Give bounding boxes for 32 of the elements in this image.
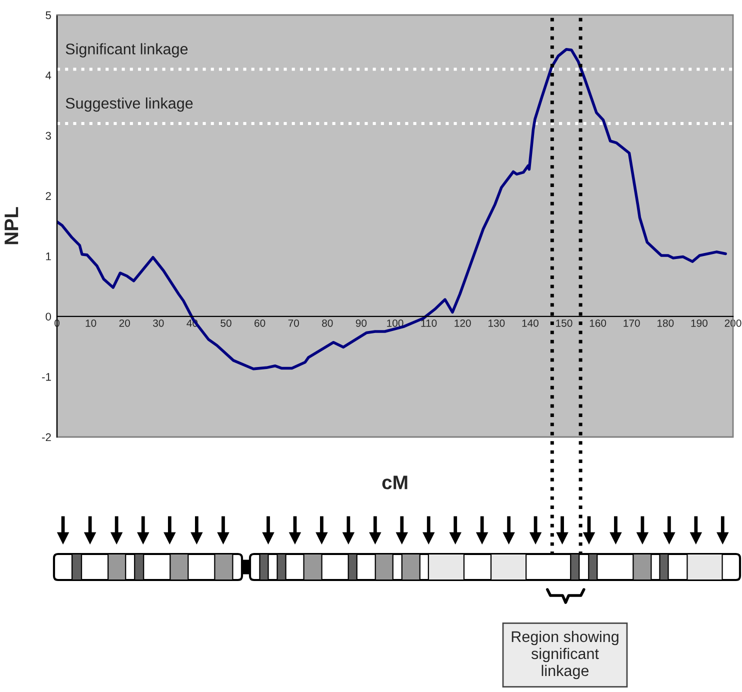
y-tick-label: -1 xyxy=(42,373,51,381)
x-tick-label: 150 xyxy=(556,319,572,327)
x-tick-label: 70 xyxy=(288,319,299,327)
x-tick-label: 60 xyxy=(254,319,266,327)
x-tick-label: 190 xyxy=(691,319,708,327)
y-tick-label: 4 xyxy=(46,72,52,80)
x-tick-label: 90 xyxy=(356,319,367,327)
y-tick-label: 1 xyxy=(46,252,51,260)
y-tick-label: 5 xyxy=(46,11,51,20)
ref-line-label: Suggestive linkage xyxy=(66,97,193,112)
x-tick-label: 170 xyxy=(624,319,640,327)
x-tick-label: 20 xyxy=(119,319,130,327)
x-tick-label: 120 xyxy=(454,319,471,327)
x-tick-label: 50 xyxy=(220,319,232,327)
x-tick-label: 110 xyxy=(421,319,437,327)
x-tick-label: 30 xyxy=(153,319,164,327)
x-tick-label: 130 xyxy=(488,319,505,327)
x-tick-label: 200 xyxy=(724,319,742,327)
y-tick-label: 3 xyxy=(46,132,51,140)
y-tick-label: -2 xyxy=(42,433,51,442)
y-axis-title: NPL xyxy=(4,207,18,244)
text: Region showing significant linkage xyxy=(512,630,618,680)
ref-line-label: Significant linkage xyxy=(66,43,188,58)
x-tick-label: 140 xyxy=(522,319,538,327)
y-tick-label: 2 xyxy=(46,192,51,200)
x-tick-label: 80 xyxy=(322,319,333,327)
x-tick-label: 180 xyxy=(658,319,674,327)
x-tick-label: 10 xyxy=(86,319,96,327)
y-tick-label: 0 xyxy=(46,312,52,321)
x-tick-label: 100 xyxy=(387,319,404,327)
x-tick-label: 160 xyxy=(590,319,606,327)
x-axis-title: cM xyxy=(382,476,408,490)
